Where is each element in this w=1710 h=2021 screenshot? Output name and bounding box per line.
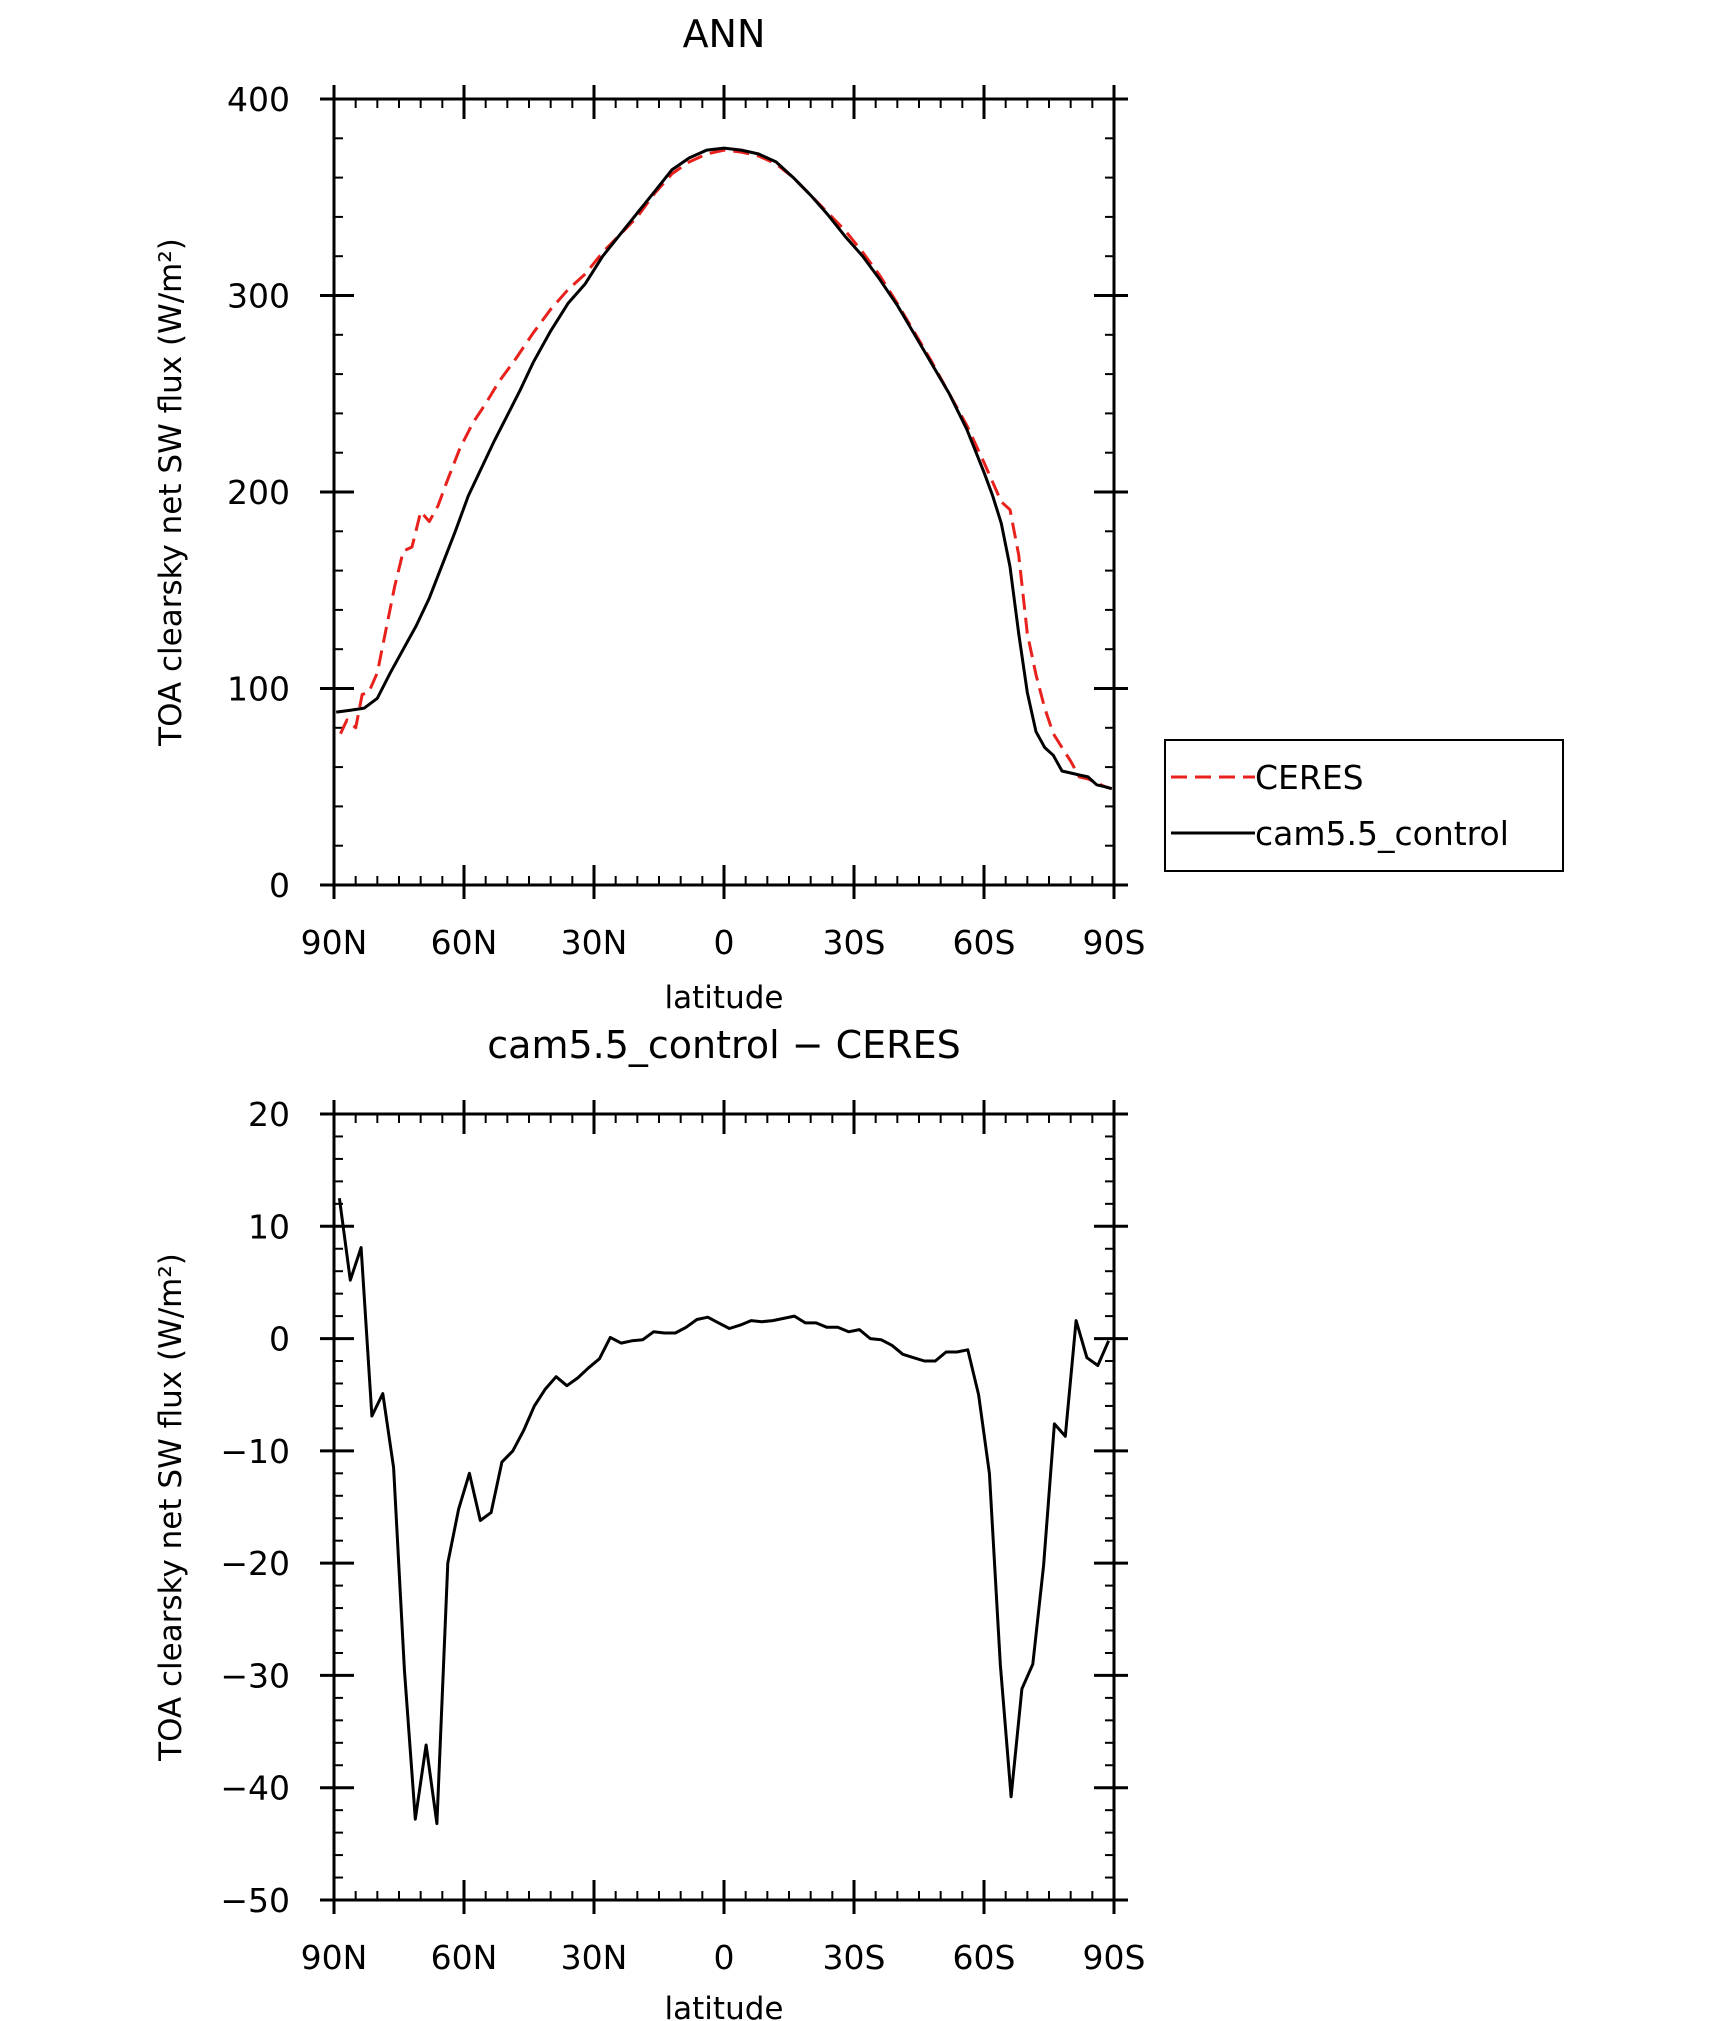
bottom-panel-difference: cam5.5_control − CERES 90N 60N 30N 0 30S 60S 90… [153,1023,1145,2021]
legend-box [1164,739,1564,872]
y-tick-label: −50 [220,1881,290,1920]
x-tick-label: 0 [714,1938,735,1977]
series-line-ceres [339,148,1113,791]
x-axis-label: latitude [665,1991,784,2021]
x-tick-label: 30N [561,1938,628,1977]
x-axis-label: latitude [665,980,784,1016]
legend-label: cam5.5_control [1255,814,1509,853]
x-tick-label: 90N [301,1938,368,1977]
y-tick-label: −10 [220,1432,290,1471]
plot-frame [332,1112,1116,1902]
x-tick-label: 90S [1083,1938,1146,1977]
x-tick-label: 60S [953,923,1016,962]
series-line-cam5-5-control [336,146,1113,791]
x-tick-label: 90S [1083,923,1146,962]
x-tick-label: 60S [953,1938,1016,1977]
x-tick-label: 60N [431,923,498,962]
x-tick-label: 30S [823,1938,886,1977]
y-tick-label: 400 [227,80,290,119]
chart-title: ANN [683,12,766,56]
x-tick-label: 0 [714,923,735,962]
y-tick-label: −40 [220,1769,290,1808]
series-line-difference [337,1198,1110,1826]
y-tick-label: 10 [248,1207,290,1246]
y-tick-label: −20 [220,1544,290,1583]
legend-label: CERES [1255,758,1364,797]
y-tick-label: 20 [248,1095,290,1134]
y-tick-label: 0 [269,866,290,905]
y-tick-label: 200 [227,473,290,512]
x-tick-label: 90N [301,923,368,962]
legend: CERES cam5.5_control [1164,739,1564,872]
top-panel-annual-flux: ANN 90N 60N 30N 0 30S 60S 90S 0 100 200 300 400 latit… [153,12,1564,1016]
x-tick-label: 60N [431,1938,498,1977]
chart-title: cam5.5_control − CERES [487,1023,960,1067]
y-axis-label: TOA clearsky net SW flux (W/m²) [153,238,189,747]
y-axis-label: TOA clearsky net SW flux (W/m²) [153,1253,189,1762]
y-tick-label: 300 [227,277,290,316]
x-tick-label: 30N [561,923,628,962]
y-tick-label: 0 [269,1320,290,1359]
y-tick-label: 100 [227,670,290,709]
y-tick-label: −30 [220,1656,290,1695]
x-tick-label: 30S [823,923,886,962]
